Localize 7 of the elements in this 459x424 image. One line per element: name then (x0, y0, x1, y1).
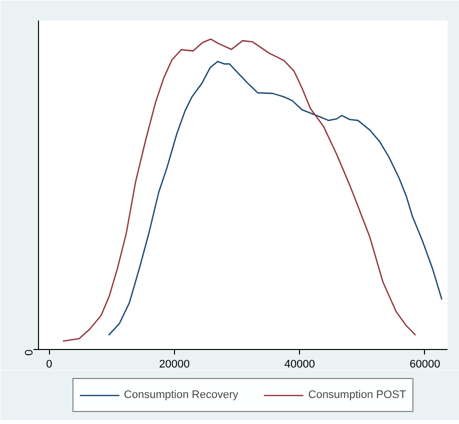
legend-label: Consumption POST (308, 389, 406, 401)
x-tick-label: 0 (46, 358, 52, 370)
text: 0 (24, 349, 36, 356)
x-tick-label: 20000 (159, 358, 190, 370)
legend-label: Consumption Recovery (124, 389, 238, 401)
x-tick-label: 60000 (410, 358, 440, 370)
x-tick-label: 40000 (284, 358, 315, 370)
